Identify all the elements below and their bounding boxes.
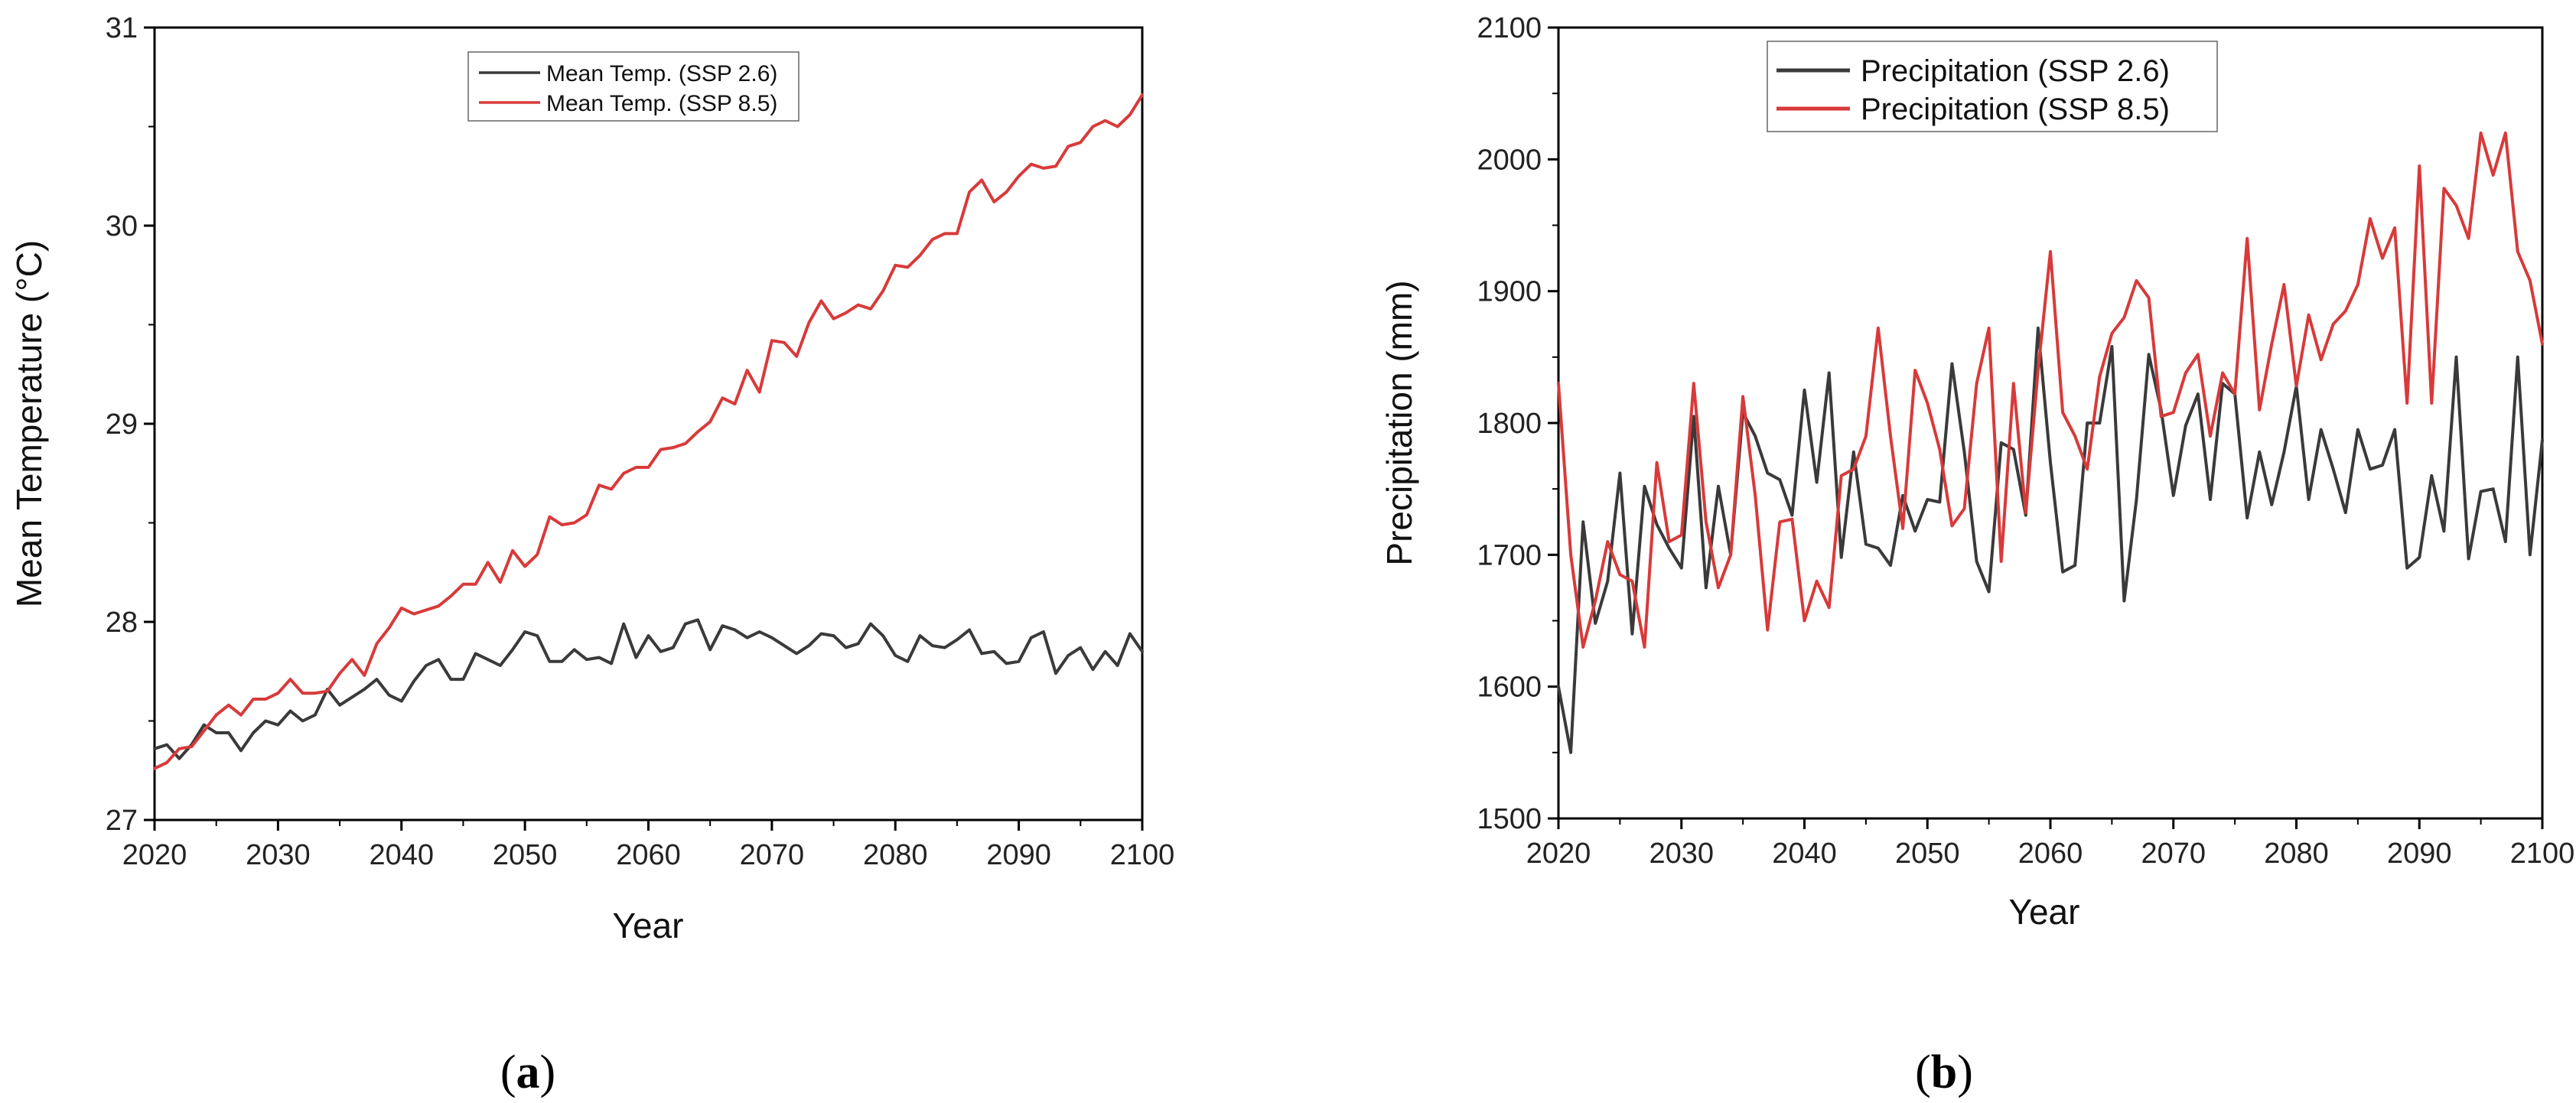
x-tick-label-b-5: 2070 [2141,838,2206,870]
legend-box-b [1767,41,2218,132]
series-line-b-1 [1557,131,2544,649]
x-tick-label-a-4: 2060 [616,839,681,871]
x-ticks-b: 2020 2030 2040 2050 2060 2070 2080 2090 2100 [1526,818,2575,870]
x-tick-label-a-8: 2100 [1110,839,1175,871]
y-tick-label-b-3: 1800 [1477,408,1542,440]
x-tick-label-a-2: 2040 [369,839,434,871]
y-tick-label-b-5: 2000 [1477,144,1542,176]
y-tick-label-b-2: 1700 [1477,539,1542,571]
plot-area-b [1557,26,2544,820]
x-axis-title-b: Year [2009,892,2080,932]
x-tick-label-a-5: 2070 [740,839,805,871]
y-ticks-a: 27 28 29 30 31 [106,12,155,837]
panel-b: 1500 1600 1700 1800 1900 2000 2100 2020 2030 204… [1379,12,2574,1098]
x-tick-label-a-3: 2050 [493,839,558,871]
x-tick-label-b-8: 2100 [2510,838,2575,870]
series-group-b [1557,131,2544,754]
x-tick-label-a-6: 2080 [863,839,928,871]
x-ticks-a: 2020 2030 2040 2050 2060 2070 2080 2090 2100 [122,820,1175,871]
y-tick-label-b-1: 1600 [1477,672,1542,704]
y-tick-label-a-2: 29 [106,408,138,441]
x-tick-label-b-7: 2090 [2387,838,2452,870]
y-tick-label-a-4: 31 [106,12,138,44]
series-line-a-1 [153,93,1144,770]
legend-label-a-0: Mean Temp. (SSP 2.6) [546,61,777,86]
legend-label-b-1: Precipitation (SSP 8.5) [1861,93,2170,126]
y-tick-label-a-0: 27 [106,805,138,837]
y-axis-title-b: Precipitation (mm) [1379,280,1419,565]
panel-label-a: (a) [500,1046,555,1098]
legend-label-b-0: Precipitation (SSP 2.6) [1861,54,2170,88]
x-tick-label-b-1: 2030 [1649,838,1714,870]
legend-label-a-1: Mean Temp. (SSP 8.5) [546,91,777,116]
y-tick-label-b-6: 2100 [1477,12,1542,44]
x-tick-label-b-4: 2060 [2018,838,2083,870]
plot-area-a [153,26,1144,822]
y-tick-label-a-3: 30 [106,210,138,242]
x-tick-label-b-0: 2020 [1526,838,1591,870]
panel-label-b: (b) [1915,1046,1973,1098]
series-line-a-0 [153,618,1144,760]
x-tick-label-a-7: 2090 [986,839,1051,871]
y-tick-label-b-4: 1900 [1477,276,1542,308]
y-axis-title-a: Mean Temperature (°C) [9,240,49,607]
series-line-b-0 [1557,326,2544,754]
y-tick-label-a-1: 28 [106,607,138,639]
x-tick-label-b-2: 2040 [1772,838,1837,870]
x-axis-title-a: Year [613,906,684,945]
y-tick-label-b-0: 1500 [1477,803,1542,835]
x-tick-label-b-3: 2050 [1895,838,1960,870]
legend-b: Precipitation (SSP 2.6) Precipitation (S… [1767,41,2218,132]
series-group-a [153,93,1144,770]
x-tick-label-a-0: 2020 [122,839,187,871]
x-tick-label-a-1: 2030 [246,839,311,871]
legend-box-a [467,51,800,122]
x-tick-label-b-6: 2080 [2264,838,2329,870]
legend-a: Mean Temp. (SSP 2.6) Mean Temp. (SSP 8.5… [467,51,800,122]
y-ticks-b: 1500 1600 1700 1800 1900 2000 2100 [1477,12,1558,835]
